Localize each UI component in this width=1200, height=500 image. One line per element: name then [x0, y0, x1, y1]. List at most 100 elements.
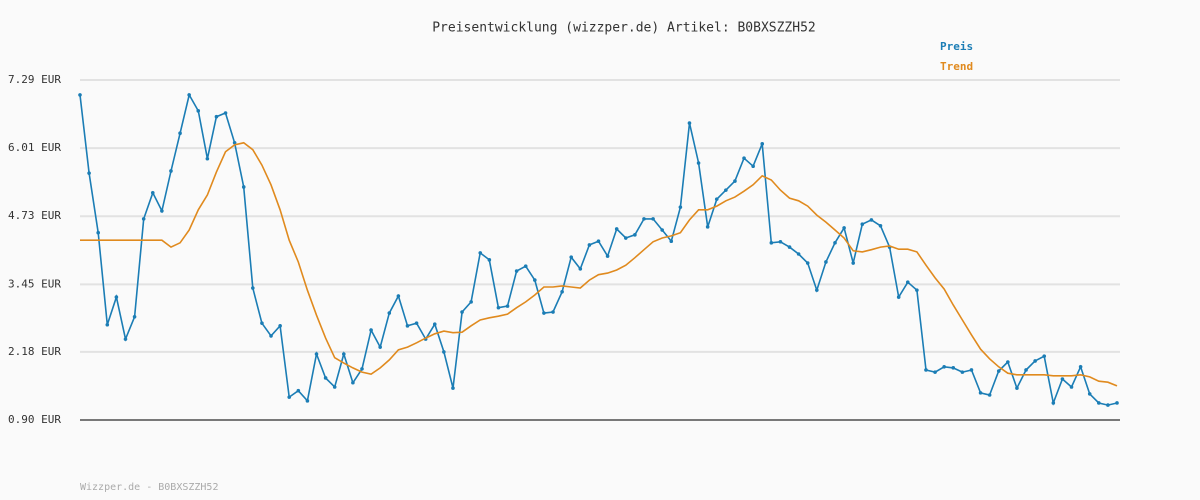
- point: [1097, 401, 1101, 405]
- point: [969, 368, 974, 372]
- point: [251, 286, 255, 290]
- point: [696, 161, 701, 165]
- footer: Wizzper.de - B0BXSZZH52: [80, 482, 218, 493]
- point: [596, 239, 601, 244]
- point: [987, 393, 992, 397]
- chart-title: Preisentwicklung (wizzper.de) Artikel: B…: [432, 21, 816, 36]
- point: [141, 217, 146, 221]
- point: [1115, 401, 1119, 405]
- point: [78, 93, 82, 97]
- point: [505, 304, 510, 308]
- point: [878, 223, 883, 228]
- point: [442, 350, 446, 354]
- point: [223, 111, 228, 115]
- point: [824, 260, 828, 264]
- point: [787, 245, 792, 249]
- point: [296, 388, 301, 393]
- point: [751, 164, 755, 168]
- point: [351, 380, 355, 385]
- point: [1060, 377, 1065, 381]
- point: [405, 324, 410, 328]
- point: [587, 243, 592, 247]
- point: [842, 226, 846, 230]
- point: [232, 140, 237, 145]
- point: [805, 261, 810, 265]
- y-tick-label: 7.29 EUR: [8, 73, 61, 86]
- point: [760, 142, 765, 146]
- point: [533, 278, 537, 282]
- point: [523, 264, 528, 269]
- point: [705, 225, 710, 229]
- point: [451, 386, 455, 390]
- point: [105, 322, 110, 327]
- point: [360, 367, 364, 371]
- point: [996, 369, 1001, 373]
- y-tick-label: 4.73 EUR: [8, 209, 61, 222]
- point: [460, 310, 464, 314]
- point: [369, 328, 373, 332]
- point: [687, 121, 692, 125]
- point: [933, 370, 937, 374]
- point: [833, 241, 837, 245]
- y-tick-label: 2.18 EUR: [8, 345, 61, 358]
- point: [305, 399, 310, 403]
- point: [851, 261, 856, 265]
- point: [1015, 386, 1019, 390]
- point: [323, 376, 328, 380]
- point: [769, 241, 774, 245]
- point: [1051, 401, 1056, 405]
- point: [496, 305, 501, 310]
- point: [432, 322, 437, 327]
- point: [869, 218, 874, 222]
- point: [605, 254, 610, 258]
- point: [905, 280, 910, 284]
- point: [241, 185, 246, 189]
- point: [714, 197, 719, 201]
- point: [578, 267, 583, 271]
- point: [1069, 385, 1074, 389]
- point: [660, 228, 664, 232]
- point: [960, 370, 965, 374]
- point: [169, 169, 173, 173]
- point: [642, 217, 646, 221]
- point: [1042, 354, 1047, 358]
- point: [96, 230, 100, 235]
- y-tick-label: 3.45 EUR: [8, 277, 61, 290]
- point: [1024, 368, 1028, 372]
- point: [150, 191, 155, 195]
- point: [951, 366, 956, 370]
- point: [278, 324, 282, 328]
- y-tick-label: 6.01 EUR: [8, 141, 61, 154]
- point: [915, 288, 919, 292]
- legend-label: Preis: [940, 40, 973, 53]
- point: [287, 395, 292, 399]
- point: [560, 289, 564, 294]
- point: [569, 255, 574, 259]
- point: [860, 222, 865, 226]
- legend-label: Trend: [940, 60, 973, 73]
- point: [132, 314, 137, 319]
- point: [1106, 403, 1110, 407]
- point: [796, 252, 801, 256]
- point: [924, 368, 928, 372]
- point: [178, 131, 182, 136]
- point: [551, 310, 555, 314]
- point: [487, 258, 492, 262]
- point: [332, 385, 337, 389]
- point: [942, 364, 946, 369]
- point: [778, 239, 783, 244]
- point: [378, 345, 382, 349]
- point: [187, 93, 191, 97]
- point: [269, 334, 273, 338]
- y-tick-label: 0.90 EUR: [8, 413, 61, 426]
- point: [114, 295, 119, 299]
- point: [651, 217, 655, 221]
- point: [514, 269, 519, 273]
- point: [205, 156, 210, 161]
- point: [396, 294, 401, 298]
- point: [669, 239, 674, 244]
- point: [478, 251, 483, 255]
- point: [414, 321, 419, 325]
